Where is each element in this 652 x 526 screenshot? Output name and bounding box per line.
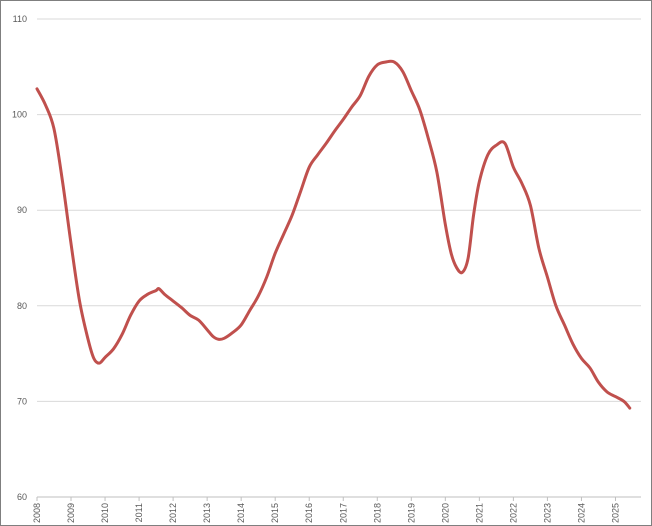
x-tick-label: 2009	[66, 503, 76, 523]
x-tick-label: 2023	[542, 503, 552, 523]
y-tick-label: 110	[13, 14, 27, 24]
x-tick-label: 2010	[100, 503, 110, 523]
gridlines	[37, 18, 641, 498]
x-tick-label: 2020	[440, 503, 450, 523]
x-tick-label: 2024	[576, 503, 586, 523]
x-tick-label: 2017	[338, 503, 348, 523]
x-tick-label: 2011	[134, 503, 144, 522]
x-tick-label: 2008	[32, 503, 42, 523]
x-tick-label: 2013	[202, 503, 212, 523]
x-tick-label: 2025	[610, 503, 620, 523]
series-line	[35, 59, 632, 410]
x-tick-label: 2019	[406, 503, 416, 523]
y-axis: 60 70 80 90 100 110	[12, 14, 27, 502]
x-tick-label: 2016	[304, 503, 314, 523]
y-tick-label: 70	[17, 396, 27, 406]
x-tick-label: 2012	[168, 503, 178, 523]
plot-area	[35, 59, 632, 410]
x-tick-label: 2021	[474, 503, 484, 523]
x-tick-label: 2022	[508, 503, 518, 523]
y-tick-label: 80	[17, 301, 27, 311]
y-tick-label: 100	[12, 110, 27, 120]
y-tick-label: 90	[17, 205, 27, 215]
x-axis: 2008 2009 2010 2011 2012 2013 2014 2015 2016 2017…	[32, 497, 620, 523]
x-tick-label: 2014	[236, 503, 246, 523]
x-tick-label: 2018	[372, 503, 382, 523]
x-tick-label: 2015	[270, 503, 280, 523]
y-tick-label: 60	[17, 492, 27, 502]
